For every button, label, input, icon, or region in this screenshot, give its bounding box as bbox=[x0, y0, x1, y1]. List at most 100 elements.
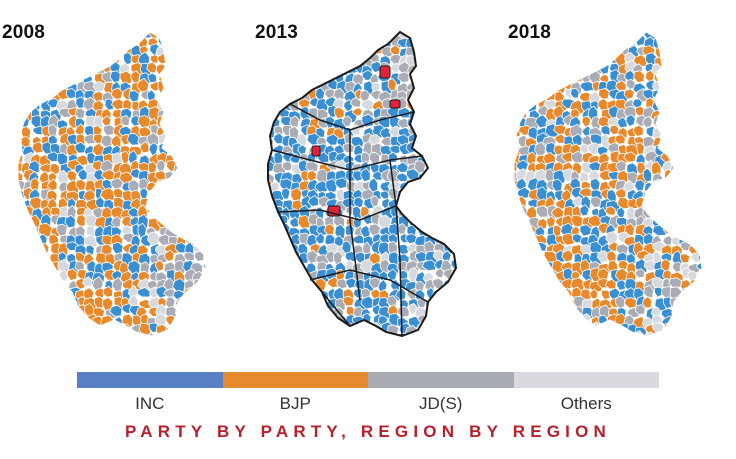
constituency-cell-bjp bbox=[679, 178, 692, 192]
constituency-cell-bjp bbox=[514, 78, 524, 92]
constituency-cell-bjp bbox=[191, 32, 205, 38]
constituency-cell-others bbox=[519, 79, 530, 95]
constituency-cell-jds bbox=[516, 32, 531, 40]
constituency-cell-others bbox=[271, 88, 282, 100]
constituency-cell-inc bbox=[271, 43, 284, 56]
constituency-cell-bjp bbox=[596, 267, 610, 282]
constituency-cell-others bbox=[65, 307, 80, 318]
constituency-cell-bjp bbox=[547, 287, 558, 300]
constituency-cell-bjp bbox=[451, 118, 456, 131]
constituency-cell-inc bbox=[101, 178, 113, 191]
constituency-cell-inc bbox=[444, 32, 455, 39]
constituency-cell-inc bbox=[173, 323, 186, 334]
constituency-cell-jds bbox=[695, 295, 702, 310]
constituency-cell-inc bbox=[191, 98, 205, 111]
constituency-cell-inc bbox=[93, 36, 107, 50]
constituency-cell-bjp bbox=[18, 115, 24, 130]
region-border bbox=[321, 291, 351, 327]
constituency-cell-bjp bbox=[327, 322, 340, 335]
constituency-cell-bjp bbox=[659, 204, 670, 222]
constituency-cell-inc bbox=[517, 59, 531, 73]
constituency-cell-others bbox=[442, 324, 454, 336]
constituency-cell-bjp bbox=[184, 186, 198, 201]
constituency-cell-inc bbox=[425, 54, 439, 67]
constituency-cell-inc bbox=[616, 279, 627, 291]
constituency-cell-bjp bbox=[149, 54, 160, 64]
constituency-cell-inc bbox=[360, 167, 371, 183]
constituency-cell-inc bbox=[581, 46, 594, 57]
constituency-cell-bjp bbox=[524, 52, 535, 63]
constituency-cell-bjp bbox=[688, 196, 701, 208]
constituency-cell-inc bbox=[422, 89, 435, 101]
legend-item-inc: INC bbox=[77, 372, 223, 413]
constituency-cell-inc bbox=[49, 287, 60, 300]
constituency-cell-others bbox=[81, 275, 93, 288]
constituency-cell-inc bbox=[442, 81, 453, 96]
constituency-cell-inc bbox=[452, 98, 456, 109]
constituency-cell-jds bbox=[590, 115, 602, 132]
constituency-cell-bjp bbox=[517, 70, 529, 86]
constituency-cell-inc bbox=[378, 333, 394, 336]
constituency-cell-others bbox=[435, 222, 447, 238]
constituency-cell-inc bbox=[424, 169, 438, 181]
constituency-cell-bjp bbox=[66, 268, 78, 281]
constituency-cell-inc bbox=[378, 233, 392, 244]
constituency-cell-bjp bbox=[166, 46, 177, 59]
constituency-cell-bjp bbox=[686, 32, 698, 40]
constituency-cell-bjp bbox=[203, 135, 206, 151]
constituency-cell-bjp bbox=[533, 79, 547, 93]
constituency-cell-inc bbox=[690, 37, 700, 52]
constituency-cell-bjp bbox=[46, 189, 58, 202]
constituency-cell-bjp bbox=[671, 72, 683, 88]
constituency-cell-jds bbox=[451, 124, 456, 138]
constituency-cell-jds bbox=[434, 207, 448, 220]
constituency-cell-bjp bbox=[194, 145, 203, 160]
constituency-cell-others bbox=[300, 295, 314, 310]
constituency-cell-bjp bbox=[203, 96, 206, 108]
constituency-cell-jds bbox=[534, 311, 545, 326]
constituency-cell-bjp bbox=[514, 64, 522, 76]
constituency-cell-bjp bbox=[24, 296, 37, 310]
constituency-cell-inc bbox=[278, 80, 292, 94]
constituency-cell-inc bbox=[433, 36, 445, 51]
constituency-cell-bjp bbox=[434, 142, 447, 157]
constituency-cell-inc bbox=[463, 218, 473, 228]
constituency-cell-bjp bbox=[705, 29, 715, 39]
constituency-cell-inc bbox=[126, 132, 140, 146]
constituency-cell-inc bbox=[526, 333, 541, 336]
constituency-cell-inc bbox=[451, 89, 456, 100]
constituency-cell-bjp bbox=[28, 54, 40, 68]
constituency-cell-inc bbox=[644, 52, 658, 66]
constituency-cell-jds bbox=[544, 54, 556, 69]
constituency-cell-inc bbox=[571, 43, 586, 57]
legend-item-bjp: BJP bbox=[222, 372, 368, 413]
constituency-cell-bjp bbox=[661, 180, 675, 194]
constituency-cell-inc bbox=[670, 180, 679, 191]
constituency-cell-inc bbox=[268, 70, 273, 86]
constituency-cell-inc bbox=[203, 261, 206, 272]
constituency-cell-bjp bbox=[268, 88, 272, 103]
constituency-cell-jds bbox=[442, 231, 456, 245]
constituency-cell-jds bbox=[408, 249, 420, 264]
constituency-cell-others bbox=[462, 304, 474, 315]
constituency-cell-bjp bbox=[175, 61, 186, 78]
constituency-cell-jds bbox=[517, 45, 529, 59]
constituency-cell-inc bbox=[695, 108, 702, 122]
constituency-cell-inc bbox=[185, 172, 194, 188]
constituency-cell-inc bbox=[706, 145, 717, 155]
constituency-cell-inc bbox=[709, 198, 722, 212]
constituency-cell-others bbox=[596, 32, 612, 41]
constituency-cell-inc bbox=[122, 32, 134, 41]
constituency-cell-jds bbox=[514, 86, 524, 100]
constituency-cell-bjp bbox=[202, 105, 206, 119]
constituency-cell-inc bbox=[526, 280, 541, 294]
constituency-cell-bjp bbox=[173, 127, 187, 139]
constituency-cell-jds bbox=[279, 312, 291, 326]
constituency-cell-bjp bbox=[662, 136, 677, 148]
constituency-cell-jds bbox=[623, 105, 638, 119]
constituency-cell-inc bbox=[268, 53, 276, 64]
constituency-cell-bjp bbox=[706, 119, 716, 128]
constituency-cell-bjp bbox=[172, 133, 185, 145]
constituency-cell-bjp bbox=[176, 32, 187, 42]
constituency-cell-inc bbox=[526, 305, 538, 320]
